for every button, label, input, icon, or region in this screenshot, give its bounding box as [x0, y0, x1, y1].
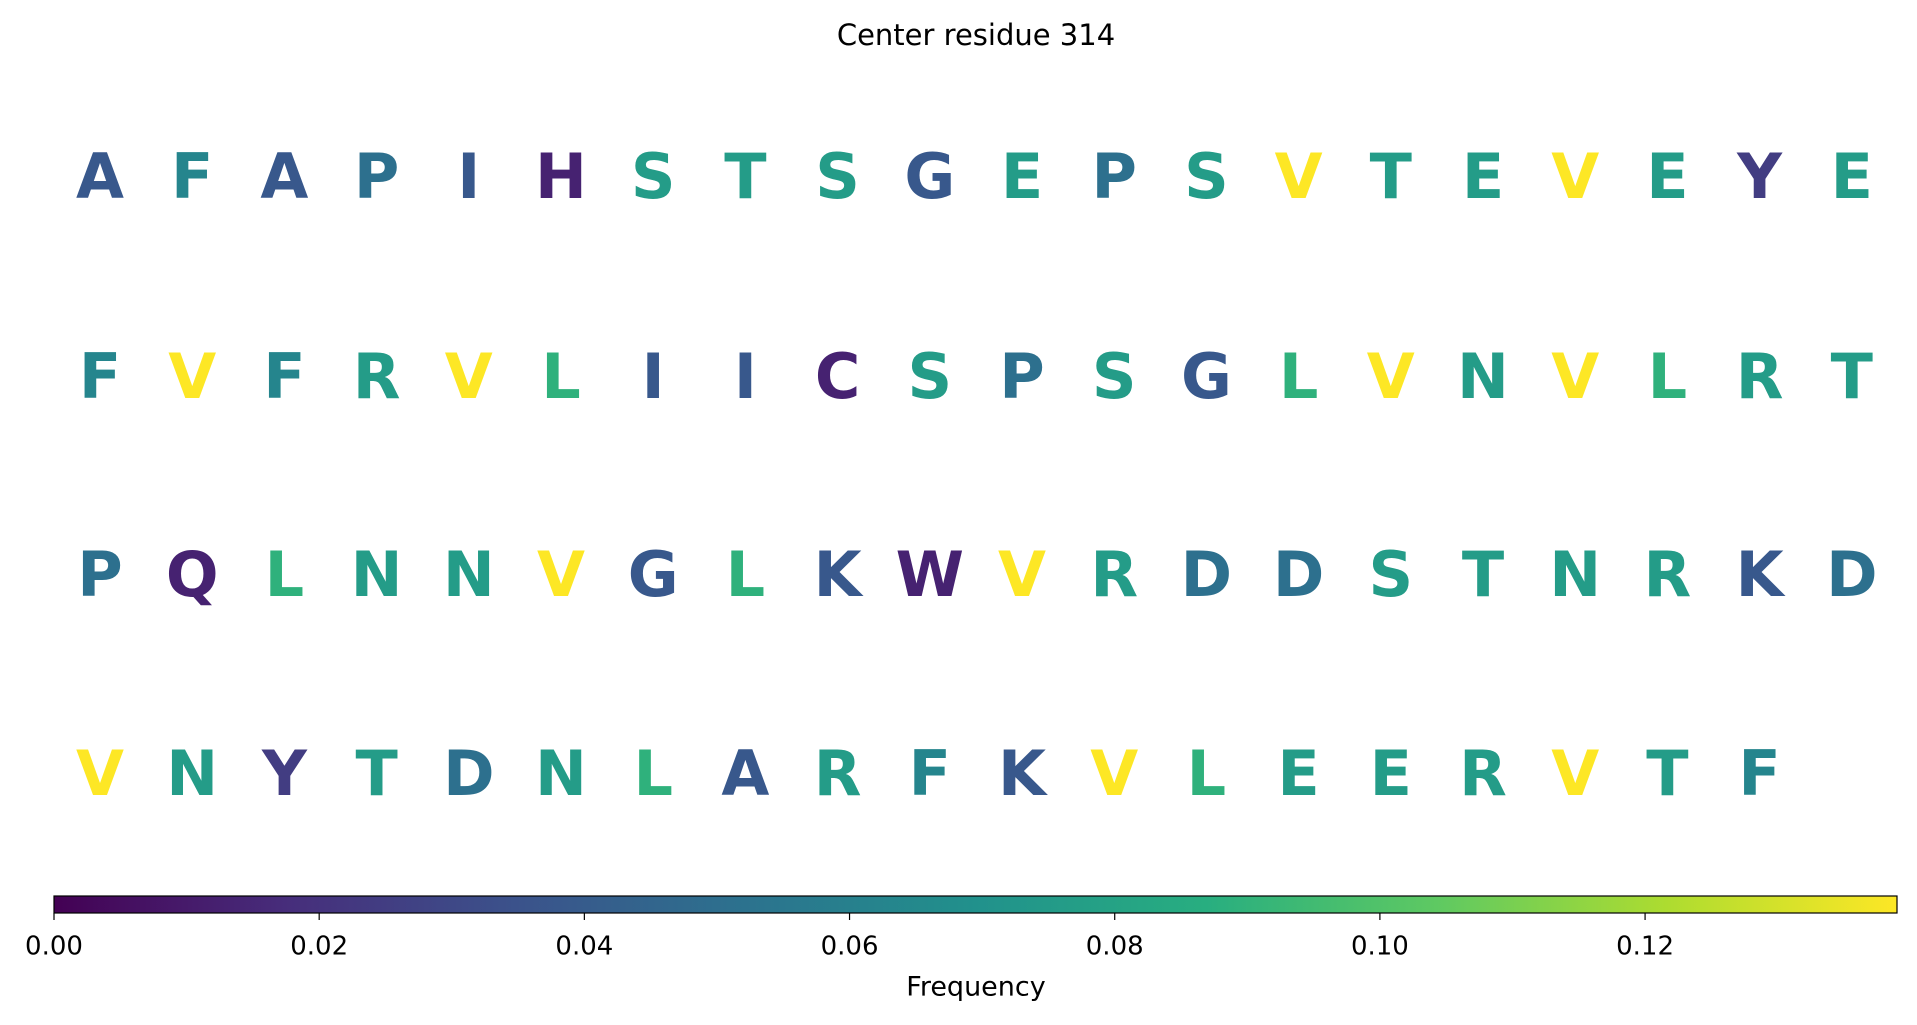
colorbar-tick-label: 0.08 [1086, 932, 1144, 962]
residue-letter: E [1462, 140, 1504, 213]
residue-letter: L [541, 340, 581, 413]
residue-letter: L [726, 538, 766, 611]
residue-letter: E [1001, 140, 1043, 213]
residue-letter: P [999, 340, 1044, 413]
residue-letter: Y [261, 737, 308, 810]
residue-letter: P [1091, 140, 1136, 213]
residue-letter: S [1184, 140, 1229, 213]
residue-letter: F [79, 340, 121, 413]
residue-letter: K [814, 538, 864, 611]
residue-letter: K [998, 737, 1048, 810]
residue-letter: R [353, 340, 401, 413]
residue-letter: D [443, 737, 494, 810]
residue-letter: L [1187, 737, 1227, 810]
residue-letter: C [815, 340, 861, 413]
chart-title: Center residue 314 [837, 18, 1115, 52]
residue-letter: H [535, 140, 587, 213]
residue-letter: A [76, 140, 124, 213]
residue-letter: V [76, 737, 124, 810]
residue-letter: S [631, 140, 676, 213]
residue-letter: N [535, 737, 587, 810]
colorbar [53, 895, 1898, 914]
residue-letter: V [998, 538, 1046, 611]
residue-letter: I [734, 340, 757, 413]
residue-letter: W [896, 538, 964, 611]
colorbar-tick-label: 0.02 [290, 932, 348, 962]
residue-letter: V [537, 538, 585, 611]
residue-letter: T [1831, 340, 1873, 413]
residue-letter: V [1275, 140, 1323, 213]
residue-letter: P [77, 538, 122, 611]
residue-letter: I [642, 340, 665, 413]
residue-letter: G [628, 538, 679, 611]
residue-letter: V [1551, 340, 1599, 413]
residue-letter: F [909, 737, 951, 810]
residue-letter: V [445, 340, 493, 413]
residue-letter: E [1646, 140, 1688, 213]
residue-letter: R [1736, 340, 1784, 413]
colorbar-tick-label: 0.12 [1616, 932, 1674, 962]
residue-letter: D [1181, 538, 1232, 611]
residue-letter: V [1367, 340, 1415, 413]
residue-letter: G [1181, 340, 1232, 413]
residue-letter: S [815, 140, 860, 213]
residue-letter: F [1738, 737, 1780, 810]
residue-letter: S [1368, 538, 1413, 611]
residue-letter: G [904, 140, 955, 213]
residue-letter: L [1279, 340, 1319, 413]
residue-letter: N [166, 737, 218, 810]
residue-letter: L [265, 538, 305, 611]
residue-letter: N [443, 538, 495, 611]
residue-letter: T [1646, 737, 1688, 810]
residue-letter: E [1370, 737, 1412, 810]
residue-letter: L [633, 737, 673, 810]
residue-letter: V [1551, 737, 1599, 810]
residue-letter: S [1092, 340, 1137, 413]
colorbar-tick-label: 0.06 [821, 932, 879, 962]
residue-letter: T [355, 737, 397, 810]
residue-letter: P [354, 140, 399, 213]
colorbar-tick-label: 0.00 [25, 932, 83, 962]
residue-letter: A [721, 737, 769, 810]
residue-letter: D [1826, 538, 1877, 611]
residue-letter: R [1644, 538, 1692, 611]
residue-letter: V [1090, 737, 1138, 810]
residue-letter: T [1462, 538, 1504, 611]
residue-letter: A [260, 140, 308, 213]
residue-letter: I [457, 140, 480, 213]
residue-letter: N [351, 538, 403, 611]
residue-letter: Q [166, 538, 219, 611]
residue-letter: E [1277, 737, 1319, 810]
residue-letter: D [1273, 538, 1324, 611]
colorbar-tick-label: 0.10 [1351, 932, 1409, 962]
residue-letter: T [724, 140, 766, 213]
residue-letter: F [171, 140, 213, 213]
colorbar-label: Frequency [906, 972, 1046, 1003]
residue-letter: Y [1736, 140, 1783, 213]
residue-letter: V [168, 340, 216, 413]
residue-letter: T [1370, 140, 1412, 213]
residue-letter: N [1549, 538, 1601, 611]
residue-letter: V [1551, 140, 1599, 213]
residue-letter: F [263, 340, 305, 413]
residue-letter: S [907, 340, 952, 413]
residue-letter: R [814, 737, 862, 810]
residue-letter: E [1831, 140, 1873, 213]
residue-letter: K [1736, 538, 1786, 611]
residue-letter: R [1459, 737, 1507, 810]
colorbar-tick-label: 0.04 [555, 932, 613, 962]
residue-letter: L [1648, 340, 1688, 413]
residue-letter: R [1090, 538, 1138, 611]
residue-letter: N [1457, 340, 1509, 413]
